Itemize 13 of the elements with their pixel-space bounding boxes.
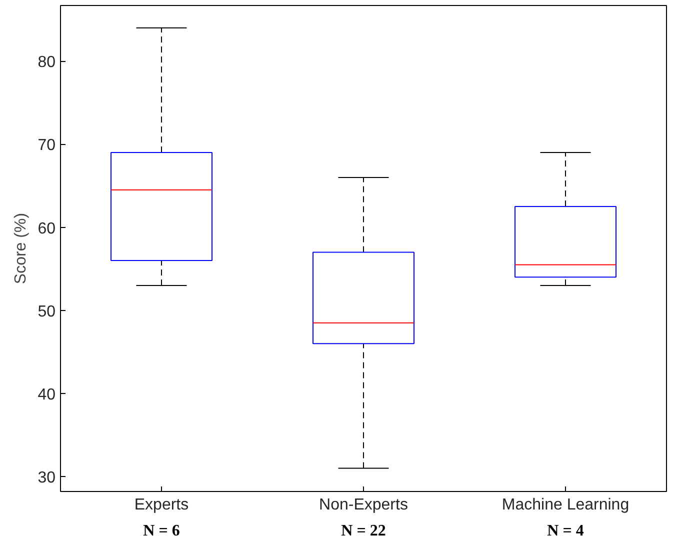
- text: N = 6: [143, 522, 180, 540]
- x-tick-label: Machine Learning: [502, 496, 630, 514]
- x-tick-label: Non-Experts: [319, 496, 408, 514]
- x-tick-label: Experts: [134, 496, 189, 514]
- y-tick-label: 60: [38, 220, 56, 238]
- y-tick-label: 30: [38, 470, 56, 487]
- y-axis-title: Score (%): [12, 212, 30, 284]
- y-tick-label: 50: [38, 303, 56, 320]
- text: N = 4: [547, 522, 584, 540]
- y-tick-label: 80: [38, 54, 56, 72]
- y-tick-label: 40: [38, 386, 56, 404]
- y-tick-label: 70: [38, 137, 56, 154]
- text: N = 22: [341, 522, 386, 540]
